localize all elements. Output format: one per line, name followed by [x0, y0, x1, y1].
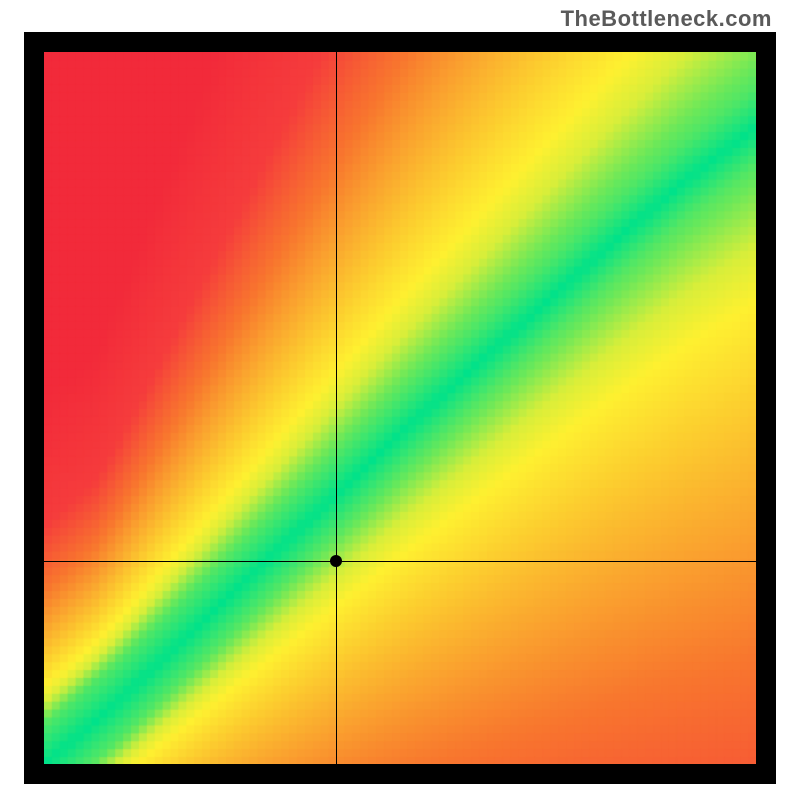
crosshair-horizontal [44, 561, 756, 562]
attribution-text: TheBottleneck.com [561, 6, 772, 32]
plot-frame [24, 32, 776, 784]
crosshair-vertical [336, 52, 337, 764]
chart-container: TheBottleneck.com [0, 0, 800, 800]
selection-marker [330, 555, 342, 567]
bottleneck-heatmap [44, 52, 756, 764]
